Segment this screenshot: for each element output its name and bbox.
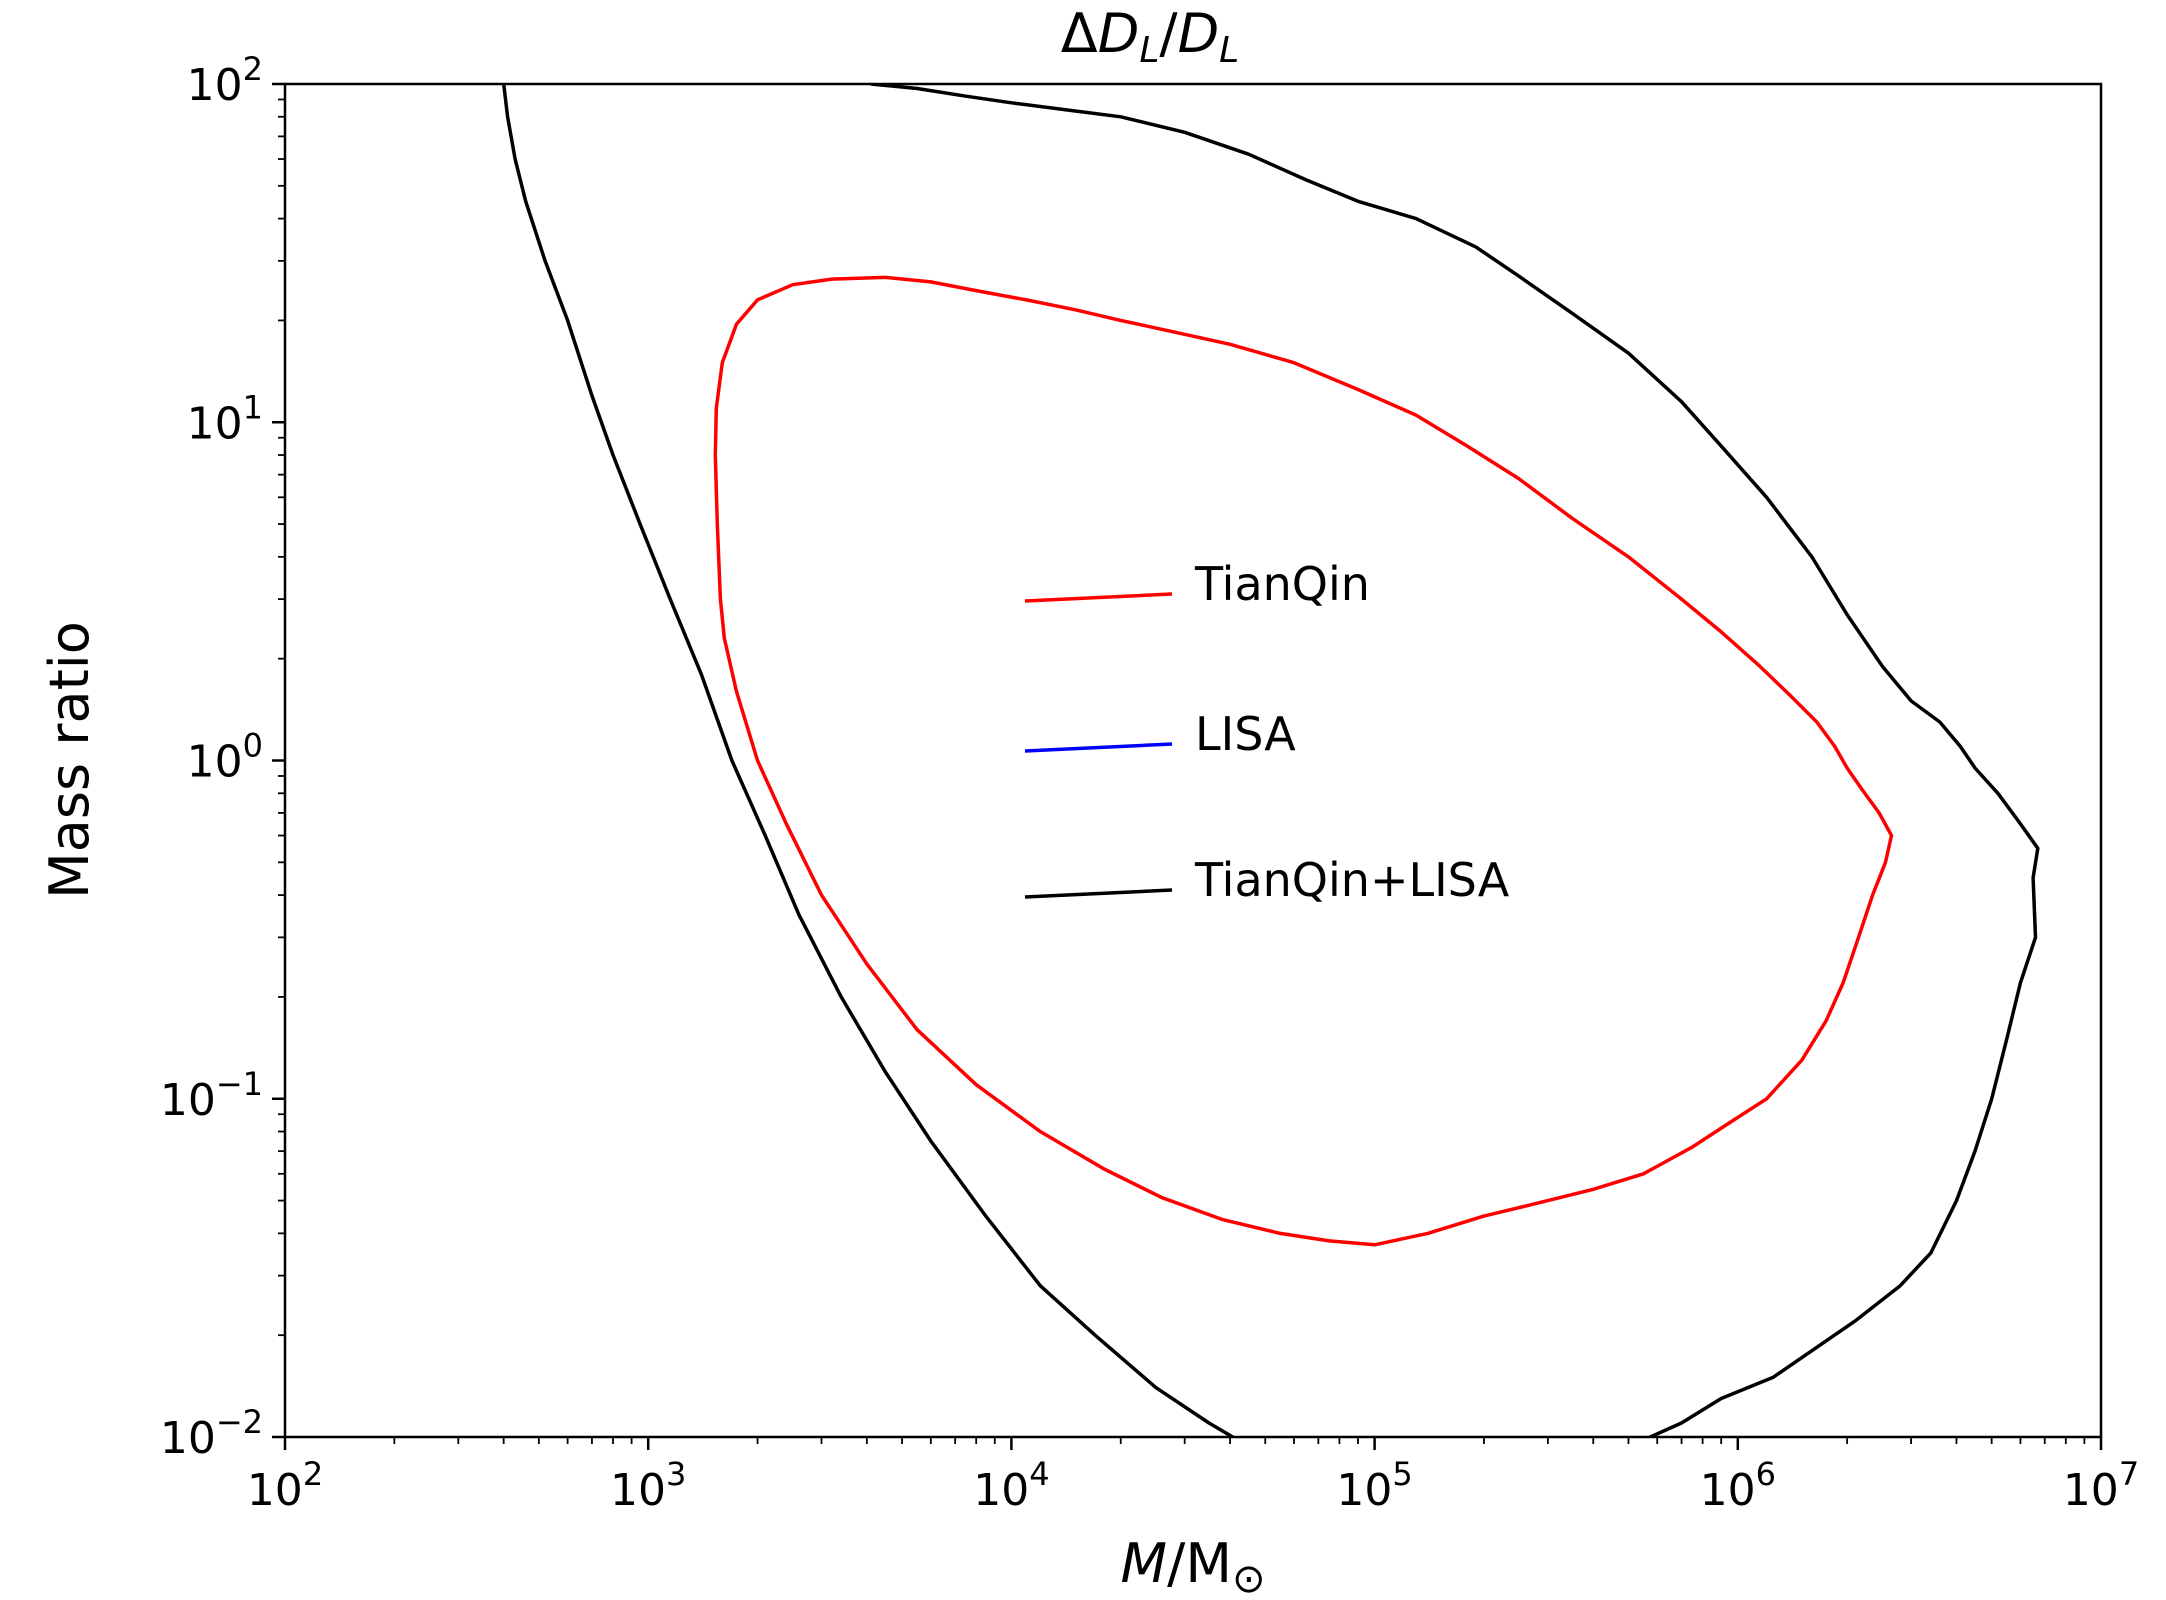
- series-layer: [501, 84, 2040, 1437]
- legend: TianQin LISA TianQin+LISA: [1024, 557, 1510, 907]
- series-line-0: [713, 275, 1894, 1247]
- xlabel-sun: ⊙: [1232, 1556, 1266, 1600]
- y-tick-label: 102: [187, 50, 263, 111]
- y-tick-label: 101: [187, 388, 263, 449]
- legend-line-tianqin: [1024, 592, 1173, 603]
- title-sub-1: L: [1139, 30, 1159, 71]
- title-sub-2: L: [1219, 30, 1239, 71]
- title-delta: Δ: [1061, 2, 1098, 65]
- y-axis-label: Mass ratio: [38, 621, 101, 899]
- x-tick-label: 103: [610, 1455, 686, 1516]
- legend-line-tianqin-lisa: [1024, 888, 1173, 899]
- x-tick-label: 102: [247, 1455, 323, 1516]
- title-d-1: D: [1098, 2, 1140, 65]
- plot-frame: [283, 82, 2103, 1439]
- title-d-2: D: [1178, 2, 1220, 65]
- x-tick-label: 106: [1700, 1455, 1776, 1516]
- xlabel-slash: /: [1167, 1532, 1186, 1595]
- x-tick-labels: 102 103 104 105 106 107: [247, 1455, 2139, 1516]
- legend-label-tianqin: TianQin: [1194, 557, 1370, 611]
- x-tick-label: 105: [1336, 1455, 1412, 1516]
- x-axis-label: M/M⊙: [1121, 1532, 1266, 1600]
- x-tick-label: 104: [973, 1455, 1049, 1516]
- ticks-layer: [272, 82, 2103, 1450]
- xlabel-msun: M: [1185, 1532, 1232, 1595]
- xlabel-m: M: [1121, 1532, 1168, 1595]
- y-tick-labels: 10−2 10−1 100 101 102: [160, 50, 263, 1464]
- y-tick-label: 10−1: [160, 1065, 263, 1126]
- x-tick-label: 107: [2063, 1455, 2139, 1516]
- chart-title: ΔDL/DL: [1061, 2, 1239, 71]
- legend-label-tianqin-lisa: TianQin+LISA: [1194, 853, 1510, 907]
- title-slash: /: [1159, 2, 1178, 65]
- series-line-2: [501, 84, 1237, 1437]
- series-line-3: [870, 84, 2040, 1437]
- legend-label-lisa: LISA: [1195, 707, 1296, 761]
- y-tick-label: 100: [187, 727, 263, 788]
- legend-line-lisa: [1024, 742, 1173, 753]
- y-tick-label: 10−2: [160, 1403, 263, 1464]
